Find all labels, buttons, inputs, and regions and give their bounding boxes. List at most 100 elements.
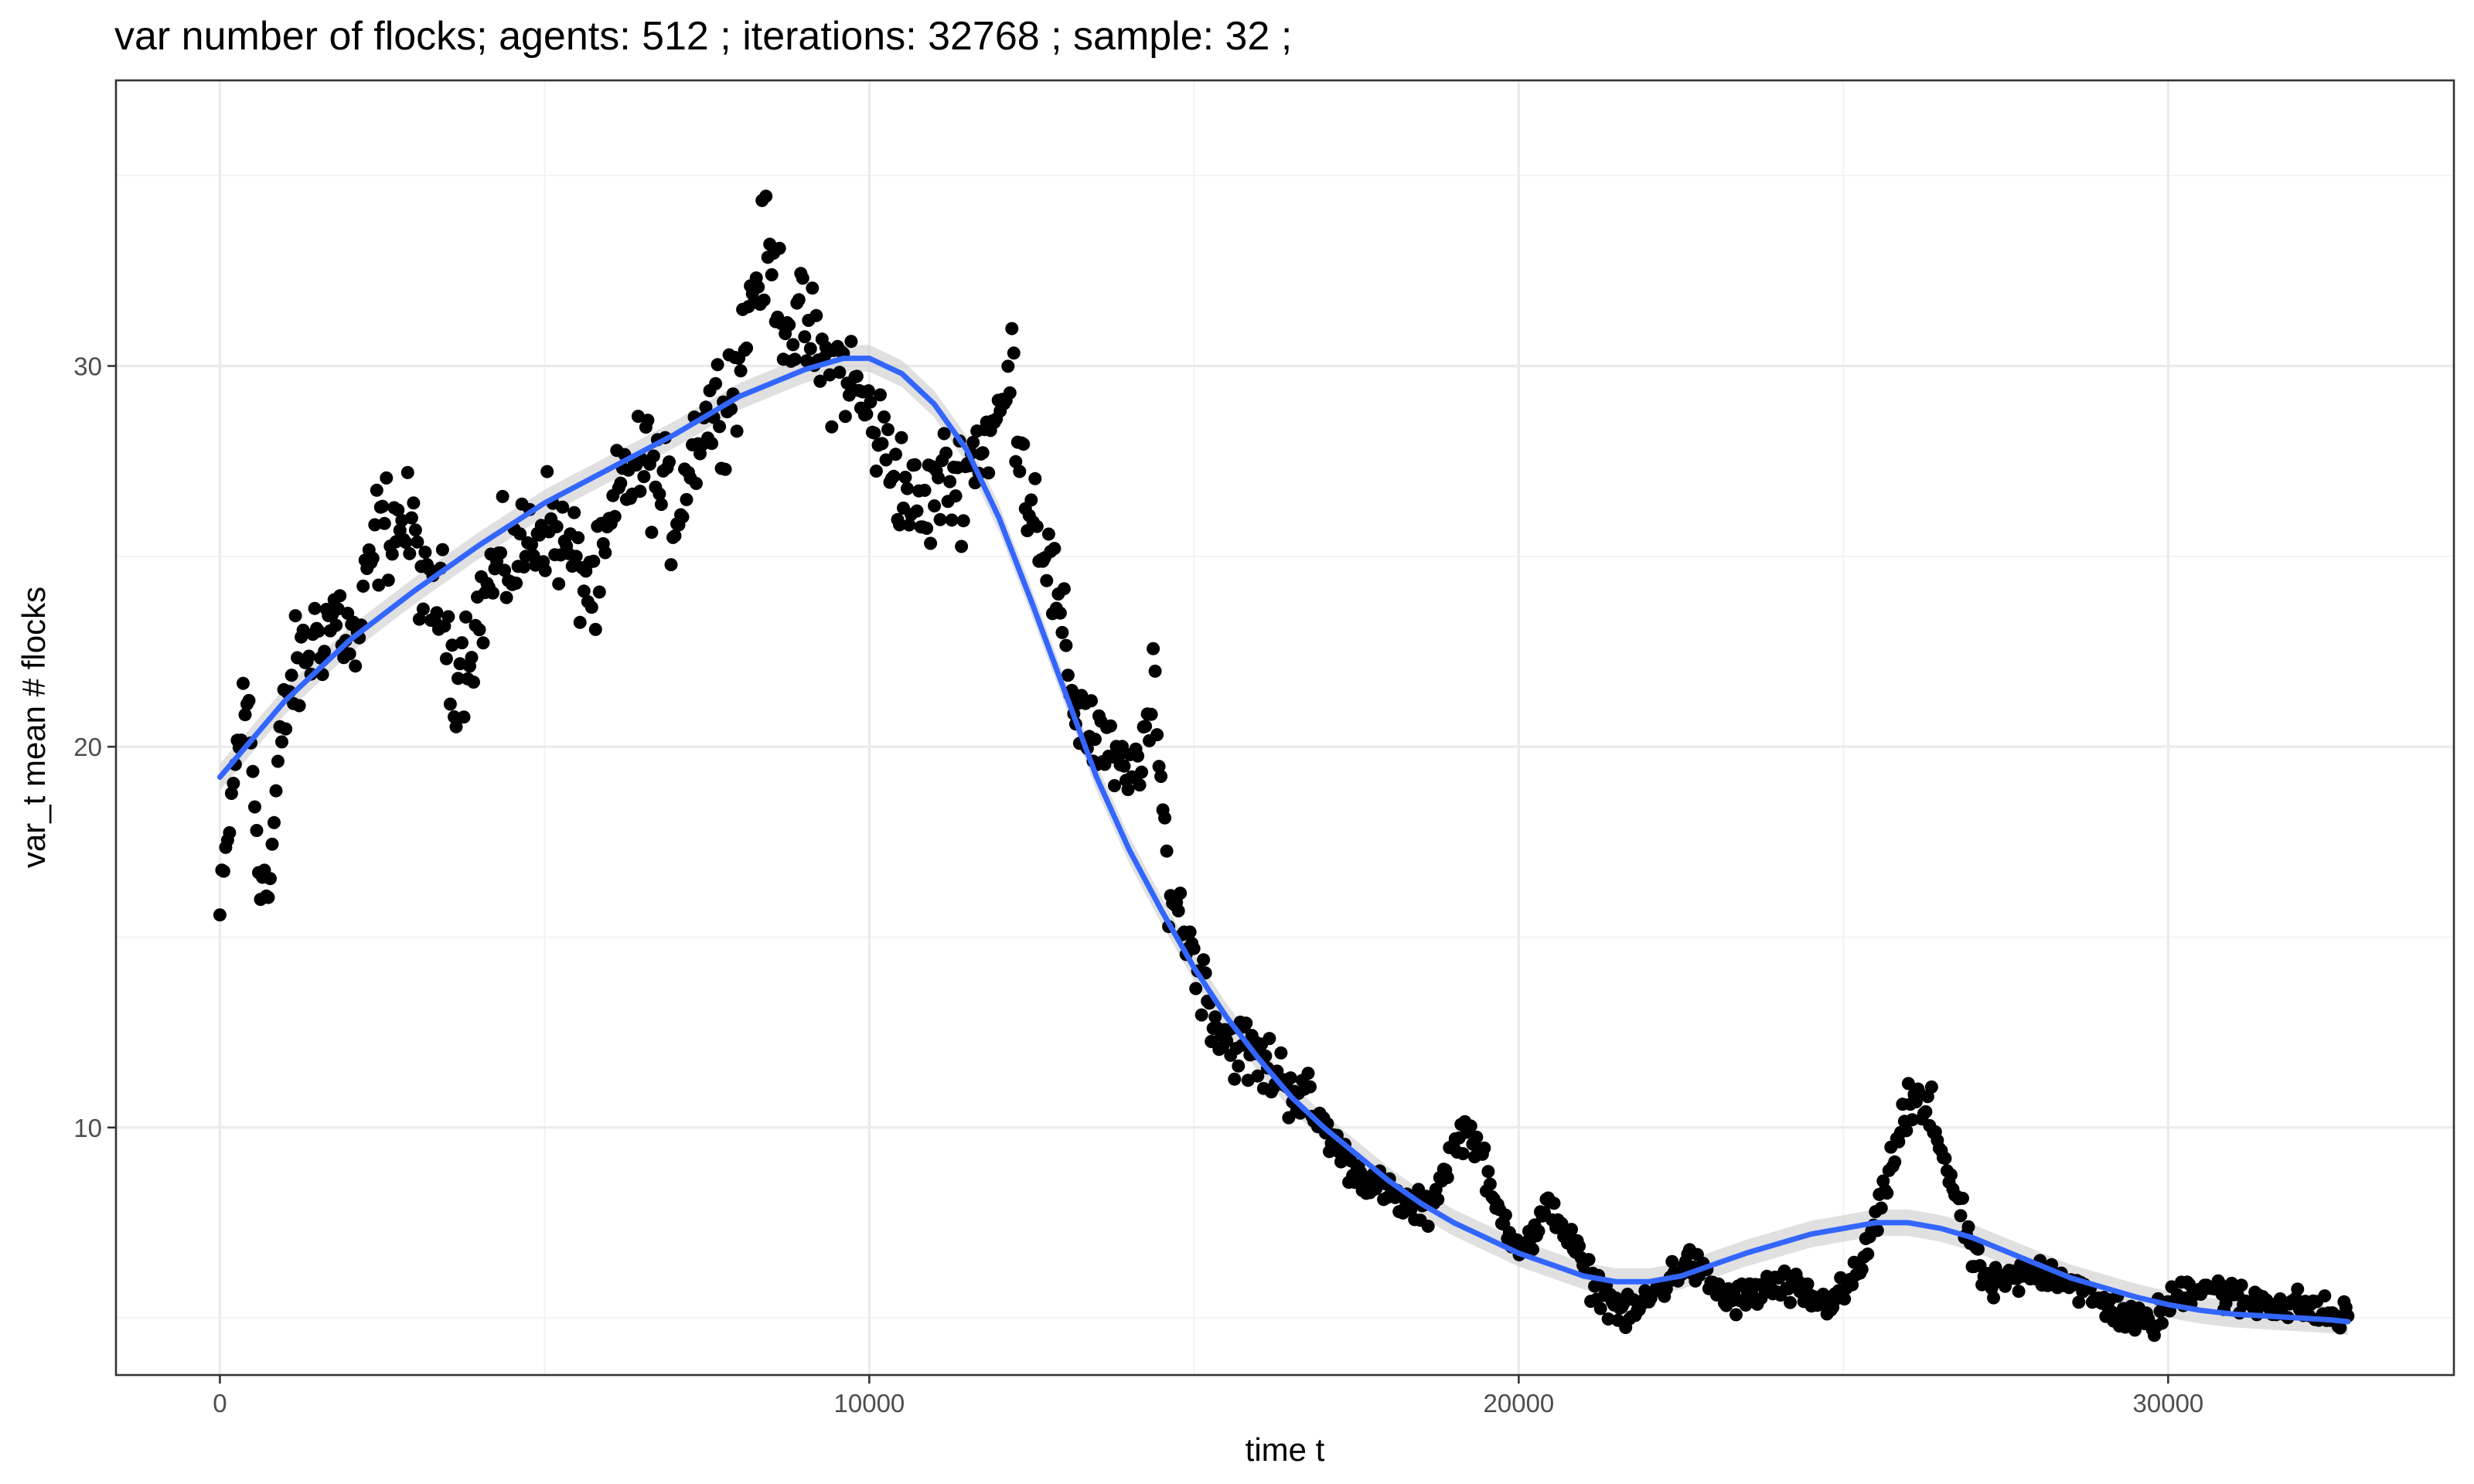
x-tick-label: 10000 [834, 1389, 905, 1418]
data-point [2155, 1316, 2169, 1330]
data-point [637, 470, 651, 484]
data-point [734, 364, 748, 378]
smooth-trend [216, 356, 2351, 1325]
data-point [699, 400, 713, 414]
data-point [1838, 1292, 1852, 1306]
data-point [1526, 1243, 1539, 1257]
data-point [441, 610, 455, 624]
panel-border [114, 79, 2455, 1377]
data-point [1481, 1165, 1495, 1179]
data-point [646, 449, 660, 463]
data-point [465, 651, 479, 665]
data-point [1924, 1080, 1938, 1094]
data-point [1283, 1071, 1297, 1085]
data-point [1464, 1119, 1477, 1133]
data-point [246, 764, 260, 778]
data-point [1987, 1291, 2001, 1305]
data-point [825, 420, 839, 434]
data-point [939, 446, 953, 460]
data-point [213, 908, 227, 922]
data-point [1041, 527, 1055, 541]
data-point [943, 475, 957, 488]
data-point [910, 504, 924, 518]
data-point [279, 722, 293, 736]
data-point [288, 609, 302, 623]
data-point [813, 374, 827, 388]
data-point [664, 558, 678, 572]
data-point [1131, 749, 1145, 763]
data-point [869, 465, 883, 478]
data-point [901, 482, 914, 495]
data-point [2234, 1278, 2248, 1292]
y-tick-label: 10 [73, 1114, 102, 1142]
data-point [467, 676, 480, 689]
data-point [486, 586, 499, 600]
data-point [1171, 904, 1185, 917]
data-point [796, 271, 809, 285]
data-point [844, 335, 858, 349]
data-point [1421, 1220, 1435, 1233]
data-point [449, 720, 463, 733]
data-point [1404, 1203, 1418, 1217]
data-point [1477, 1141, 1491, 1155]
data-point [430, 606, 444, 620]
data-point [1028, 471, 1042, 485]
data-point [928, 499, 942, 512]
data-point [292, 699, 306, 713]
data-point [945, 513, 959, 527]
data-point [264, 872, 277, 886]
data-point [798, 330, 812, 344]
data-point [895, 431, 908, 444]
x-axis-title: time t [1246, 1431, 1325, 1468]
data-point [577, 584, 591, 598]
data-point [1665, 1254, 1679, 1268]
data-point [1593, 1302, 1607, 1316]
data-point [1547, 1196, 1561, 1210]
data-point [924, 536, 938, 550]
data-point [349, 659, 363, 673]
data-point [407, 496, 421, 510]
data-point [1061, 669, 1075, 682]
data-point [956, 514, 970, 528]
data-point [887, 469, 901, 483]
data-point [598, 546, 612, 560]
data-point [370, 483, 383, 497]
data-point [1232, 1059, 1246, 1073]
data-point [1085, 694, 1098, 708]
data-point [633, 485, 647, 499]
data-point [494, 546, 508, 560]
data-point [937, 427, 951, 441]
data-point [2291, 1282, 2305, 1296]
data-points [213, 189, 2355, 1343]
data-point [1900, 1124, 1913, 1138]
data-point [1030, 519, 1044, 533]
trend-line [216, 356, 2351, 1325]
data-point [676, 510, 690, 524]
data-point [645, 526, 659, 539]
data-point [1456, 1147, 1470, 1161]
data-point [1152, 760, 1166, 774]
data-point [898, 471, 912, 484]
data-point [759, 189, 773, 203]
data-point [1040, 574, 1054, 587]
data-point [443, 697, 457, 711]
data-point [223, 825, 237, 839]
data-point [1147, 642, 1160, 655]
data-point [668, 529, 682, 543]
data-point [587, 554, 601, 568]
data-point [399, 536, 413, 550]
data-point [333, 589, 347, 603]
data-point [838, 410, 852, 424]
data-point [408, 523, 422, 537]
data-point [380, 471, 394, 485]
plot-panel [116, 80, 2454, 1375]
data-point [224, 787, 238, 800]
data-point [550, 519, 564, 533]
data-point [879, 453, 893, 467]
data-point [342, 647, 356, 661]
data-point [1017, 437, 1031, 451]
data-point [680, 492, 693, 506]
data-point [2219, 1296, 2233, 1310]
data-point [592, 585, 606, 599]
data-point [908, 458, 922, 471]
